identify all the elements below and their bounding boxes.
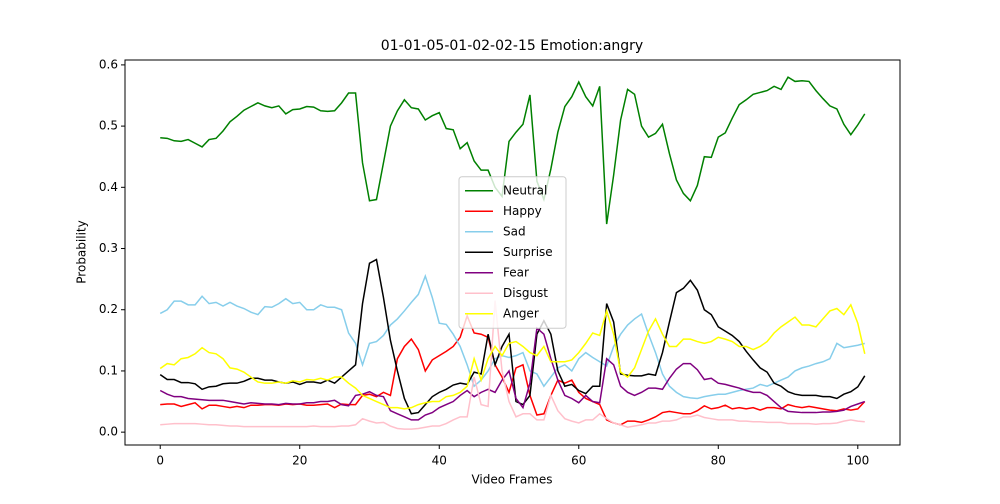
legend-box xyxy=(458,176,567,329)
legend-label: Happy xyxy=(503,204,542,218)
x-tick-label: 60 xyxy=(571,454,586,468)
chart-title: 01-01-05-01-02-02-15 Emotion:angry xyxy=(381,38,643,54)
x-tick-label: 80 xyxy=(711,454,726,468)
y-tick-label: 0.0 xyxy=(99,425,118,439)
y-tick-label: 0.3 xyxy=(99,241,118,255)
x-tick-label: 40 xyxy=(432,454,447,468)
axes-frame xyxy=(124,59,901,446)
legend-label: Disgust xyxy=(503,286,548,300)
x-tick-label: 100 xyxy=(846,454,869,468)
y-tick-label: 0.1 xyxy=(99,363,118,377)
legend-label: Neutral xyxy=(503,183,547,197)
series-line xyxy=(159,303,866,410)
series-line xyxy=(160,76,866,225)
legend-label: Sad xyxy=(503,224,526,238)
y-tick-label: 0.5 xyxy=(99,119,118,133)
x-tick-label: 0 xyxy=(156,454,164,468)
series-line xyxy=(159,273,865,400)
legend-label: Surprise xyxy=(503,245,553,259)
series-line xyxy=(160,300,865,430)
series-line xyxy=(159,326,866,421)
legend-label: Anger xyxy=(503,306,539,320)
y-tick-label: 0.2 xyxy=(99,302,118,316)
legend-label: Fear xyxy=(503,265,529,279)
y-tick-label: 0.4 xyxy=(99,180,118,194)
y-tick-label: 0.6 xyxy=(99,57,118,71)
y-axis-label: Probability xyxy=(75,220,89,283)
x-tick-label: 20 xyxy=(292,454,307,468)
x-axis-label: Video Frames xyxy=(471,473,552,487)
